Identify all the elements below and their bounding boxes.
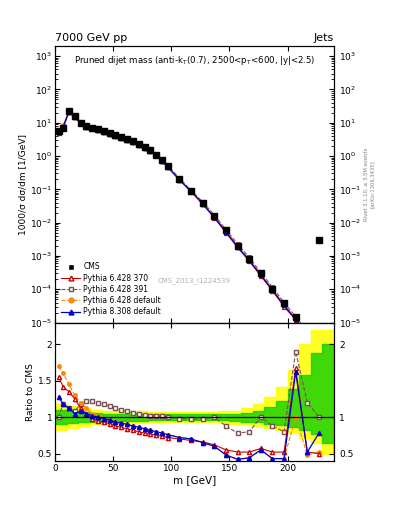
Text: 7000 GeV pp: 7000 GeV pp [55,33,127,44]
Legend: CMS, Pythia 6.428 370, Pythia 6.428 391, Pythia 6.428 default, Pythia 8.308 defa: CMS, Pythia 6.428 370, Pythia 6.428 391,… [59,260,163,319]
Text: Pruned dijet mass (anti-k$_\mathregular{T}$(0.7), 2500<p$_\mathregular{T}$<600, : Pruned dijet mass (anti-k$_\mathregular{… [74,54,315,68]
Text: Jets: Jets [314,33,334,44]
X-axis label: m [GeV]: m [GeV] [173,475,216,485]
Y-axis label: Rivet 3.1.10, ≥ 3.5M events
[arXiv:1306.3435]: Rivet 3.1.10, ≥ 3.5M events [arXiv:1306.… [364,147,375,221]
Y-axis label: 1000/σ dσ/dm [1/GeV]: 1000/σ dσ/dm [1/GeV] [18,134,27,235]
Y-axis label: Ratio to CMS: Ratio to CMS [26,362,35,421]
Text: CMS_2013_I1224539: CMS_2013_I1224539 [158,278,231,285]
